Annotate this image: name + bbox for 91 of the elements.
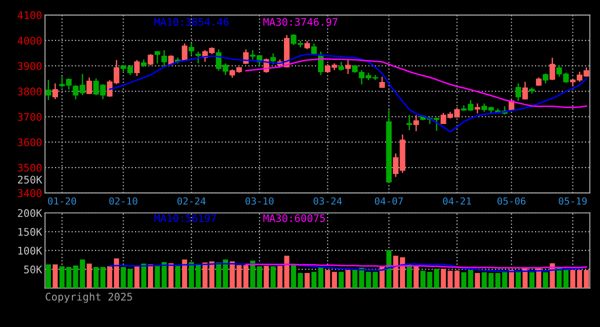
text: 250K <box>18 176 42 184</box>
bar <box>134 266 140 288</box>
y-tick-label: 3400 <box>18 189 42 198</box>
candlestick <box>182 42 188 62</box>
bar <box>270 266 276 288</box>
bar <box>80 260 86 288</box>
bar <box>59 266 65 288</box>
bar <box>298 273 303 288</box>
candlestick <box>379 76 385 88</box>
candlestick <box>550 57 556 81</box>
y-tick-label: 3800 <box>18 88 42 96</box>
x-tick-label: 05-19 <box>558 197 587 205</box>
bar <box>168 263 174 288</box>
x-tick-label: 02-24 <box>177 197 206 205</box>
bar <box>52 264 58 288</box>
bar <box>338 272 344 288</box>
text: MA30:60075 <box>263 214 325 222</box>
x-tick-label: 05-06 <box>497 197 526 205</box>
bar <box>141 264 146 288</box>
y-tick-label: 3900 <box>18 62 42 70</box>
bar <box>474 273 480 288</box>
bar <box>584 270 589 288</box>
candlestick <box>195 51 202 64</box>
line-series <box>109 262 588 272</box>
text: Copyright 2025 <box>46 292 132 303</box>
x-tick-label: 03-10 <box>246 197 274 205</box>
bar <box>386 250 392 288</box>
candlestick <box>515 82 522 102</box>
bar <box>563 269 569 288</box>
candlestick <box>270 52 276 65</box>
y-tick-label: 4000 <box>18 36 42 45</box>
bar <box>202 262 208 288</box>
y-tick-label: 3600 <box>18 138 42 146</box>
y-tick-label: 3500 <box>18 164 42 172</box>
bar <box>222 260 228 288</box>
candlestick <box>474 102 480 114</box>
bar <box>516 270 521 288</box>
text: MA10:56197 <box>154 214 216 222</box>
text: MA30:3746.97 <box>263 18 338 26</box>
bar <box>114 258 120 288</box>
candlestick <box>148 54 154 66</box>
y-tick-label: 4100 <box>18 11 42 20</box>
bar <box>107 266 112 288</box>
bar <box>325 270 330 288</box>
candlestick <box>522 81 528 100</box>
bar <box>243 265 248 288</box>
bar <box>454 270 460 288</box>
bar <box>414 266 419 288</box>
x-tick-label: 04-21 <box>443 197 471 205</box>
bar <box>175 266 180 288</box>
candlestick <box>154 50 160 64</box>
bar <box>345 270 351 288</box>
bar <box>209 261 214 288</box>
bar <box>216 262 222 288</box>
bar <box>318 267 324 288</box>
candlestick <box>188 42 194 56</box>
bar <box>380 267 385 288</box>
bar <box>508 270 514 288</box>
candlestick <box>345 59 351 75</box>
bar <box>182 260 188 288</box>
bar <box>332 272 337 288</box>
x-tick-label: 01-20 <box>48 197 76 205</box>
bar <box>529 272 534 288</box>
x-tick-label: 02-10 <box>109 197 138 205</box>
bar <box>536 268 542 288</box>
bar <box>264 266 269 288</box>
candlestick <box>406 114 412 131</box>
candlestick <box>86 76 92 95</box>
bar <box>100 267 106 288</box>
y-tick-label: 3700 <box>18 112 42 121</box>
candlestick <box>46 79 52 101</box>
candlestick <box>161 49 167 68</box>
candlestick <box>413 114 419 132</box>
y-tick-label: 150K <box>18 228 42 236</box>
candlestick <box>542 72 548 84</box>
bar <box>94 267 99 288</box>
bar <box>311 272 317 288</box>
bar <box>542 272 548 288</box>
y-tick-label: 50K <box>24 266 42 274</box>
bar <box>86 264 92 288</box>
bar <box>46 264 51 288</box>
bar <box>291 265 296 288</box>
bar <box>304 273 310 288</box>
x-tick-label: 03-24 <box>314 197 342 205</box>
bar <box>148 264 154 288</box>
x-tick-label: 04-07 <box>374 197 403 205</box>
candlestick <box>134 59 140 77</box>
text: MA10:3854.46 <box>154 18 229 26</box>
candlestick <box>52 82 58 100</box>
y-tick-label: 200K <box>18 209 42 218</box>
y-tick-label: 100K <box>18 246 42 255</box>
